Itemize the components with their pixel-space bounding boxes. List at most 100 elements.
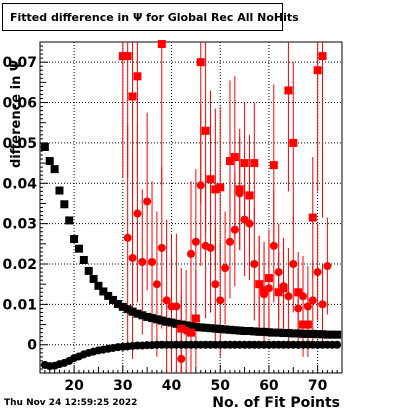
data-point-square xyxy=(133,309,142,318)
data-point-square xyxy=(133,72,142,81)
data-point-square xyxy=(303,320,312,329)
data-point-square xyxy=(313,66,322,75)
data-point-square xyxy=(225,325,234,334)
data-point-square xyxy=(318,52,327,61)
data-point-circle xyxy=(318,300,327,309)
data-point-square xyxy=(240,159,249,168)
data-point-square xyxy=(113,299,122,308)
x-tick-label: 50 xyxy=(210,378,230,394)
y-axis-label: difference in Ψ xyxy=(9,60,24,168)
axes: 20 30 40 50 60 70 0 0.01 0.02 0.03 0.04 0.05 0.06 0.0… xyxy=(2,41,343,394)
data-point-square xyxy=(138,311,147,320)
data-point-circle xyxy=(187,249,195,258)
data-point-square xyxy=(167,318,176,327)
data-point-square xyxy=(40,142,49,151)
data-point-circle xyxy=(294,304,303,313)
data-point-square xyxy=(255,327,264,336)
data-point-circle xyxy=(308,296,317,305)
x-tick-label: 40 xyxy=(162,378,182,394)
x-axis-label: No. of Fit Points xyxy=(212,395,340,411)
data-point-square xyxy=(260,286,269,295)
data-point-circle xyxy=(250,260,259,269)
data-point-square xyxy=(70,234,79,243)
data-point-square xyxy=(206,175,215,184)
data-point-square xyxy=(187,322,195,331)
data-point-square xyxy=(269,161,278,170)
data-point-circle xyxy=(284,292,293,301)
data-point-square xyxy=(191,314,200,323)
y-tick-label: 0.07 xyxy=(2,55,37,71)
data-point-square xyxy=(152,315,161,324)
y-tick-label: 0.02 xyxy=(2,257,37,273)
data-point-square xyxy=(206,324,215,333)
data-point-circle xyxy=(123,233,132,242)
data-point-square xyxy=(104,291,113,300)
data-point-square xyxy=(128,92,137,101)
x-tick-label: 20 xyxy=(64,378,84,394)
data-point-circle xyxy=(182,326,191,335)
data-point-circle xyxy=(255,280,264,289)
data-point-circle xyxy=(162,296,171,305)
data-point-square xyxy=(187,328,195,337)
data-point-square xyxy=(299,329,308,338)
data-point-square xyxy=(240,327,249,336)
data-point-circle xyxy=(216,296,225,305)
data-point-square xyxy=(109,295,118,304)
data-point-square xyxy=(245,327,254,336)
timestamp: Thu Nov 24 12:59:25 2022 xyxy=(4,398,138,408)
data-point-square xyxy=(94,281,103,290)
data-point-circle xyxy=(211,280,220,289)
data-point-square xyxy=(211,324,220,333)
y-tick-label: 0 xyxy=(27,338,37,354)
data-point-square xyxy=(143,312,152,321)
data-point-circle xyxy=(279,282,288,291)
data-point-square xyxy=(196,323,205,332)
data-point-square xyxy=(308,329,317,338)
data-point-circle xyxy=(172,302,181,311)
chart-title: Fitted difference in Ψ for Global Rec Al… xyxy=(10,11,299,24)
y-tick-label: 0.05 xyxy=(2,136,37,152)
data-point-square xyxy=(284,329,293,338)
data-point-square xyxy=(264,328,273,337)
data-point-square xyxy=(274,288,283,297)
data-point-square xyxy=(294,329,303,338)
data-point-square xyxy=(123,305,132,314)
data-point-square xyxy=(191,322,200,331)
data-point-square xyxy=(230,153,239,162)
y-tick-label: 0.01 xyxy=(2,297,37,313)
data-point-square xyxy=(99,287,108,296)
data-point-circle xyxy=(264,284,273,293)
data-point-square xyxy=(55,186,64,195)
data-point-square xyxy=(45,157,54,166)
data-point-circle xyxy=(289,260,298,269)
data-point-square xyxy=(157,316,166,325)
chart-title-box: Fitted difference in Ψ for Global Rec Al… xyxy=(2,3,299,31)
data-point-circle xyxy=(157,243,166,252)
data-point-square xyxy=(89,274,98,283)
data-point-circle xyxy=(235,189,244,198)
data-point-square xyxy=(274,328,283,337)
data-point-square xyxy=(177,324,186,333)
data-point-square xyxy=(216,183,225,192)
data-point-circle xyxy=(191,237,200,246)
data-point-square xyxy=(250,327,259,336)
data-point-square xyxy=(65,216,74,225)
data-point-square xyxy=(128,307,137,316)
data-point-square xyxy=(264,274,273,283)
data-point-circle xyxy=(230,225,239,234)
data-point-circle xyxy=(313,268,322,277)
data-point-square xyxy=(162,317,171,326)
data-point-circle xyxy=(177,354,186,363)
data-point-square xyxy=(74,244,83,253)
data-point-square xyxy=(211,185,220,194)
data-point-square xyxy=(299,320,308,329)
data-point-square xyxy=(250,159,259,168)
data-point-square xyxy=(260,327,269,336)
data-point-circle xyxy=(206,243,215,252)
data-point-square xyxy=(308,213,317,222)
data-point-square xyxy=(118,52,127,61)
data-point-circle xyxy=(143,197,152,206)
data-point-square xyxy=(289,329,298,338)
data-point-circle xyxy=(148,257,157,266)
